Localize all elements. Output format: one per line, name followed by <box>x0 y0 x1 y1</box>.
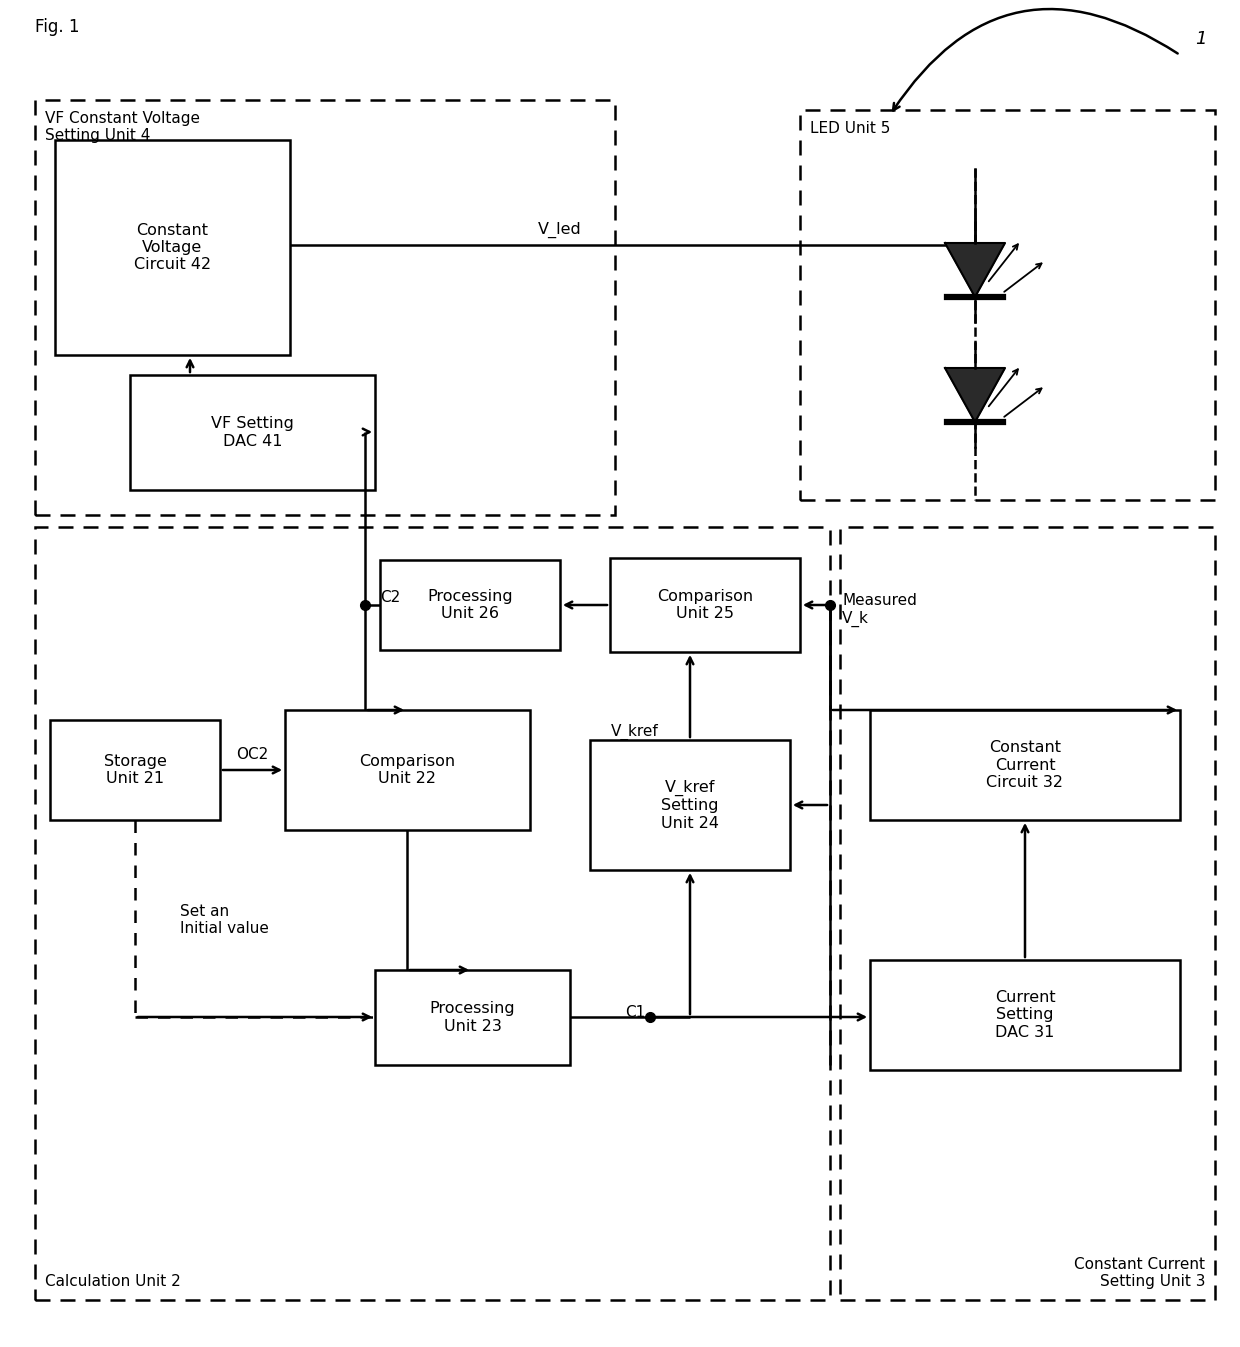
Text: Measured
V_k: Measured V_k <box>842 593 916 626</box>
Bar <box>839 527 1215 1300</box>
Text: Storage
Unit 21: Storage Unit 21 <box>104 754 166 787</box>
Text: VF Setting
DAC 41: VF Setting DAC 41 <box>211 416 294 449</box>
Text: Calculation Unit 2: Calculation Unit 2 <box>45 1274 181 1289</box>
Text: Set an
Initial value: Set an Initial value <box>180 904 269 936</box>
Text: LED Unit 5: LED Unit 5 <box>810 121 890 136</box>
Bar <box>50 721 219 820</box>
Text: V_led: V_led <box>538 222 582 238</box>
Bar <box>55 140 290 356</box>
Bar <box>374 970 570 1065</box>
Text: VF Constant Voltage
Setting Unit 4: VF Constant Voltage Setting Unit 4 <box>45 110 200 143</box>
Bar <box>130 374 374 490</box>
Text: OC2: OC2 <box>236 748 268 762</box>
Bar <box>590 740 790 870</box>
Text: V_kref
Setting
Unit 24: V_kref Setting Unit 24 <box>661 780 719 831</box>
Bar <box>379 560 560 651</box>
Bar <box>35 527 830 1300</box>
Polygon shape <box>945 242 1004 296</box>
Polygon shape <box>945 368 1004 422</box>
Text: Processing
Unit 23: Processing Unit 23 <box>430 1001 516 1033</box>
Text: Fig. 1: Fig. 1 <box>35 18 79 36</box>
Bar <box>285 710 529 830</box>
Bar <box>870 960 1180 1070</box>
Text: Constant
Current
Circuit 32: Constant Current Circuit 32 <box>987 740 1064 789</box>
Text: Constant
Voltage
Circuit 42: Constant Voltage Circuit 42 <box>134 222 211 272</box>
Text: Current
Setting
DAC 31: Current Setting DAC 31 <box>994 990 1055 1040</box>
Bar <box>610 558 800 652</box>
Text: V_kref: V_kref <box>611 723 658 740</box>
Bar <box>800 110 1215 500</box>
Text: C1: C1 <box>625 1005 645 1020</box>
Bar <box>35 100 615 515</box>
Text: Comparison
Unit 22: Comparison Unit 22 <box>360 754 455 787</box>
Text: C2: C2 <box>379 590 401 605</box>
Bar <box>870 710 1180 820</box>
Text: Constant Current
Setting Unit 3: Constant Current Setting Unit 3 <box>1074 1257 1205 1289</box>
Text: 1: 1 <box>1195 30 1207 48</box>
Text: Processing
Unit 26: Processing Unit 26 <box>428 589 513 621</box>
Text: Comparison
Unit 25: Comparison Unit 25 <box>657 589 753 621</box>
